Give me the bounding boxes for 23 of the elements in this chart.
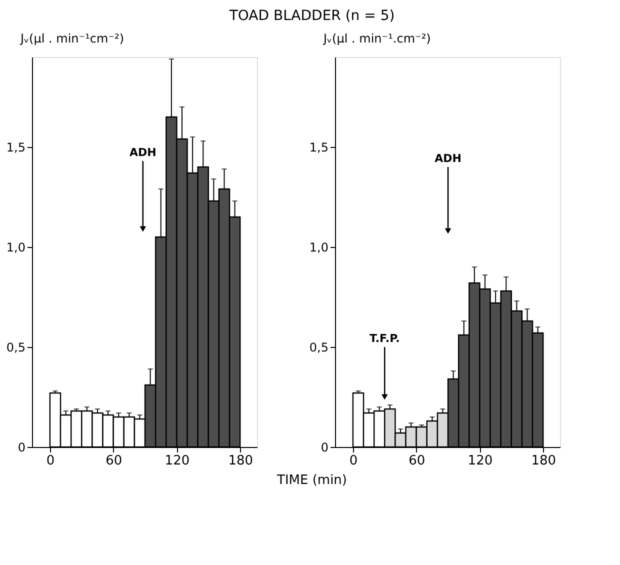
x-tick-label: 120	[468, 454, 493, 468]
annotation: ADH	[434, 152, 462, 165]
x-tick-label: 0	[349, 454, 358, 468]
y-tick-label: 1,5	[6, 140, 26, 154]
x-tick-label: 60	[408, 454, 426, 468]
x-tick-label: 180	[531, 454, 556, 468]
x-tick-label: 60	[106, 454, 122, 468]
x-tick-label: 180	[228, 454, 254, 468]
y-axis-title: Jᵥ(µl . min⁻¹cm⁻²)	[20, 32, 124, 46]
y-tick-label: 1,0	[309, 240, 328, 254]
x-tick-label: 120	[164, 454, 190, 468]
y-tick-label: 0	[18, 440, 26, 454]
y-tick-label: 1,0	[6, 240, 26, 254]
y-tick-label: 1,5	[309, 140, 328, 154]
y-tick-label: 0,5	[6, 340, 26, 354]
x-tick-label: 0	[46, 454, 55, 468]
y-axis-title: Jᵥ(µl . min⁻¹.cm⁻²)	[322, 32, 431, 46]
y-tick-label: 0	[320, 440, 328, 454]
annotation: ADH	[129, 146, 156, 159]
y-tick-label: 0,5	[309, 340, 328, 354]
annotation: T.F.P.	[369, 332, 400, 345]
text: TOAD BLADDER (n = 5)	[228, 8, 395, 24]
x-axis-title: TIME (min)	[276, 473, 347, 488]
